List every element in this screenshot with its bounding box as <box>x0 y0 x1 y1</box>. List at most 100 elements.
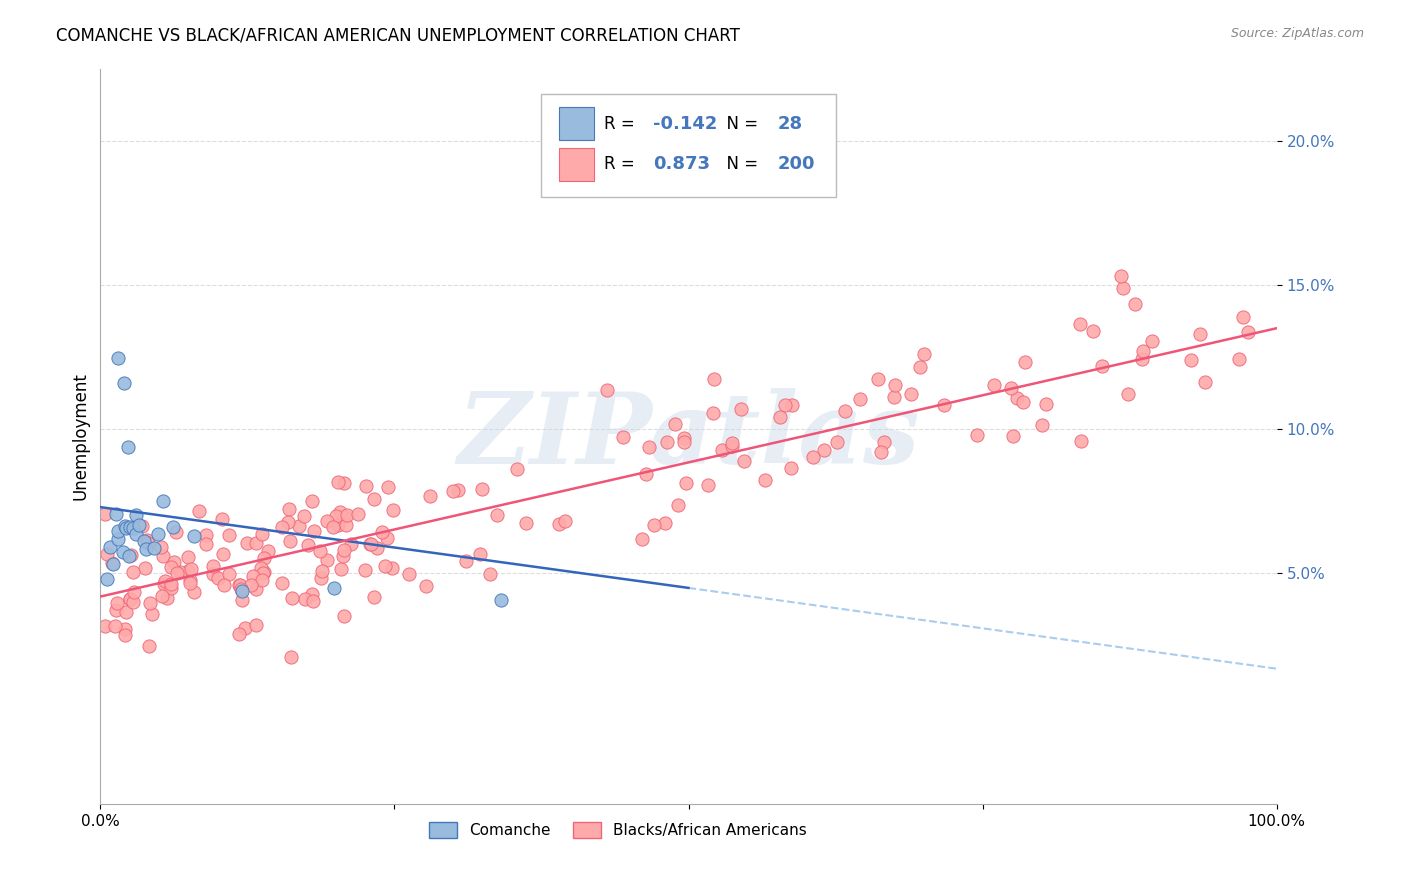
Point <box>231 584 253 599</box>
Point <box>1001 429 1024 443</box>
Point <box>329 505 352 519</box>
Point <box>1081 324 1104 338</box>
Point <box>104 619 127 633</box>
Point <box>122 594 145 608</box>
Point <box>250 560 273 574</box>
Point <box>159 560 181 574</box>
Point <box>114 622 136 636</box>
Point <box>381 560 404 574</box>
Point <box>114 519 136 533</box>
Point <box>117 440 139 454</box>
Point <box>112 545 135 559</box>
Point <box>375 531 398 545</box>
Point <box>135 541 157 556</box>
Point <box>866 372 889 386</box>
Point <box>366 541 388 556</box>
Point <box>218 566 240 581</box>
Point <box>105 596 128 610</box>
Point <box>146 527 169 541</box>
Text: ZIPatlas: ZIPatlas <box>457 388 920 484</box>
Point <box>112 376 135 391</box>
Point <box>1014 354 1036 368</box>
Point <box>1194 376 1216 390</box>
Point <box>371 524 394 539</box>
Point <box>1112 281 1135 295</box>
Point <box>236 536 259 550</box>
Point <box>177 564 200 578</box>
Point <box>118 591 141 606</box>
Point <box>1232 310 1254 324</box>
Point <box>869 444 891 458</box>
Point <box>468 547 491 561</box>
Point <box>301 494 323 508</box>
Point <box>347 507 370 521</box>
Point <box>183 585 205 599</box>
Point <box>128 518 150 533</box>
Point <box>201 558 224 573</box>
Point <box>696 477 718 491</box>
Point <box>769 409 792 424</box>
Point <box>165 524 187 539</box>
Point <box>153 577 176 591</box>
Point <box>150 589 173 603</box>
Point <box>612 430 634 444</box>
Point <box>720 436 742 450</box>
Point <box>195 528 218 542</box>
Point <box>398 566 420 581</box>
Point <box>233 621 256 635</box>
Point <box>326 475 349 489</box>
Point <box>780 398 803 412</box>
Point <box>105 602 128 616</box>
Point <box>664 417 686 432</box>
Point <box>201 567 224 582</box>
Point <box>471 483 494 497</box>
Point <box>441 484 464 499</box>
Point <box>195 536 218 550</box>
Point <box>643 518 665 533</box>
Point <box>166 566 188 580</box>
Point <box>228 626 250 640</box>
Point <box>672 435 695 450</box>
Point <box>1035 397 1057 411</box>
Point <box>120 520 142 534</box>
Point <box>177 550 200 565</box>
Point <box>253 565 276 579</box>
Point <box>239 578 262 592</box>
Point <box>156 591 179 606</box>
Point <box>332 549 354 563</box>
Point <box>150 540 173 554</box>
Point <box>374 558 396 573</box>
Point <box>231 592 253 607</box>
Point <box>478 566 501 581</box>
Point <box>125 527 148 541</box>
Point <box>634 467 657 481</box>
Point <box>245 582 267 596</box>
Text: 28: 28 <box>778 115 803 133</box>
Point <box>1180 353 1202 368</box>
Point <box>294 591 316 606</box>
Point <box>1109 268 1132 283</box>
Point <box>107 532 129 546</box>
Point <box>329 562 352 576</box>
Point <box>354 479 377 493</box>
Point <box>333 608 356 623</box>
Point <box>966 428 988 442</box>
Point <box>1090 359 1112 373</box>
Point <box>245 618 267 632</box>
Point <box>596 383 619 397</box>
Point <box>419 489 441 503</box>
Point <box>162 520 184 534</box>
Point <box>711 442 734 457</box>
Point <box>138 639 160 653</box>
Point <box>136 536 159 550</box>
Point <box>934 398 956 412</box>
Point <box>377 480 399 494</box>
Point <box>415 578 437 592</box>
Point <box>93 618 115 632</box>
Point <box>702 406 724 420</box>
Point <box>139 596 162 610</box>
Point <box>883 390 905 404</box>
Point <box>1130 352 1153 367</box>
Point <box>256 544 278 558</box>
Point <box>101 556 124 570</box>
